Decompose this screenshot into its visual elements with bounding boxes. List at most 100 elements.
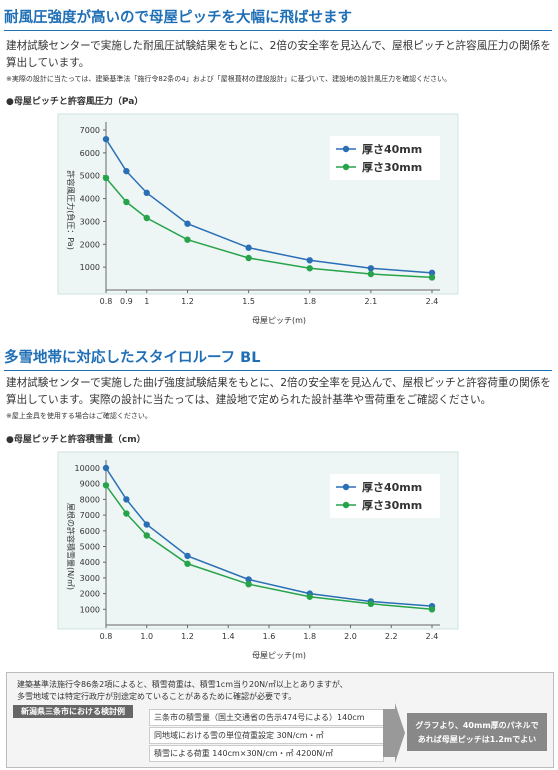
- point: [428, 269, 436, 277]
- x-tick-label: 2.4: [426, 632, 439, 641]
- intro: 多雪地域では特定行政庁が別途定めていることがあるために確認が必要です。: [17, 692, 297, 701]
- legend-box: [330, 136, 440, 180]
- point: [123, 496, 130, 503]
- point: [143, 214, 150, 222]
- point: [245, 244, 252, 251]
- row: 同地域における雪の単位荷重設定 30N/cm・㎡: [149, 727, 384, 744]
- series-line: [105, 177, 433, 279]
- point: [367, 265, 375, 272]
- legend-dot: [342, 501, 350, 509]
- point: [306, 265, 313, 272]
- x-axis-label: 母屋ピッチ(m): [252, 316, 306, 325]
- point: [306, 593, 313, 600]
- point: [123, 198, 130, 206]
- legend-dot: [342, 163, 350, 171]
- x-tick-label: 2.4: [426, 297, 439, 306]
- x-tick-label: 0.9: [120, 297, 133, 306]
- tag: 新潟県三条市における検討例: [13, 705, 133, 718]
- x-tick-label: 1.0: [140, 632, 153, 641]
- intro: 建築基準法施行令86条2項によると、積雪荷重は、積雪1cm当り20N/㎡以上とあ…: [17, 680, 348, 689]
- series-line: [105, 138, 433, 274]
- y-tick-label: 2000: [80, 590, 100, 599]
- y-tick-label: 5000: [80, 172, 100, 181]
- point: [367, 270, 375, 278]
- heading: 多雪地帯に対応したスタイロルーフ BL: [4, 346, 552, 371]
- y-tick-label: 3000: [80, 574, 100, 583]
- chart-title: ●母屋ピッチと許容風圧力（Pa）: [6, 97, 144, 107]
- x-tick-label: 1.5: [242, 297, 255, 306]
- y-tick-label: 2000: [80, 240, 100, 249]
- chart: 1000 2000 3000 4000 5000 6000 7000 0.8 0.9 1 1.2 1.…: [57, 113, 459, 325]
- result: グラフより、40mm厚のパネルで あれば母屋ピッチは1.2mでよい: [407, 713, 547, 751]
- series-line: [105, 484, 433, 611]
- y-tick-label: 6000: [80, 527, 100, 536]
- point: [102, 174, 110, 182]
- legend-box: [330, 474, 440, 518]
- example-box: 建築基準法施行令86条2項によると、積雪荷重は、積雪1cm当り20N/㎡以上とあ…: [6, 672, 554, 768]
- y-axis-label: 屋根の許容積雪量(N/㎡): [66, 503, 76, 590]
- y-tick-label: 7000: [80, 511, 100, 520]
- point: [245, 254, 252, 262]
- x-tick-label: 1.4: [222, 632, 235, 641]
- point: [367, 600, 375, 608]
- body-text: 建材試験センターで実施した耐風圧試験結果をもとに、2倍の安全率を見込んで、屋根ピ…: [6, 40, 551, 69]
- point: [123, 510, 130, 517]
- x-tick-label: 0.8: [100, 632, 113, 641]
- point: [184, 236, 191, 243]
- y-tick-label: 9000: [80, 480, 100, 489]
- point: [123, 167, 130, 175]
- y-tick-label: 1000: [80, 263, 100, 272]
- x-tick-label: 1.2: [181, 297, 194, 306]
- point: [143, 532, 150, 539]
- legend-label: 厚さ40mm: [362, 481, 422, 494]
- x-tick-label: 2.0: [344, 632, 357, 641]
- point: [184, 552, 191, 560]
- point: [102, 482, 110, 489]
- series-line: [105, 467, 433, 607]
- x-tick-label: 1: [144, 297, 149, 306]
- legend-label: 厚さ30mm: [362, 161, 422, 174]
- result-line: グラフより、40mm厚のパネルで: [415, 721, 539, 730]
- legend-label: 厚さ30mm: [362, 499, 422, 512]
- chart-title: ●母屋ピッチと許容積雪量（cm）: [6, 435, 146, 445]
- x-tick-label: 2.2: [385, 632, 398, 641]
- point: [245, 576, 252, 583]
- row: 三条市の積雪量（国土交通省の告示474号による）140cm: [149, 709, 384, 726]
- body-text: 建材試験センターで実施した曲げ強度試験結果をもとに、2倍の安全率を見込んで、屋根…: [6, 377, 551, 406]
- y-tick-label: 4000: [80, 558, 100, 567]
- x-tick-label: 0.8: [100, 297, 113, 306]
- point: [245, 580, 252, 588]
- y-tick-label: 1000: [80, 605, 100, 614]
- x-tick-label: 2.1: [365, 297, 378, 306]
- heading: 耐風圧強度が高いので母屋ピッチを大幅に飛ばせます: [4, 6, 552, 31]
- x-tick-label: 1.2: [181, 632, 194, 641]
- legend-dot: [342, 145, 350, 153]
- y-axis-label: 許容風圧力(負圧：Pa): [66, 170, 76, 250]
- y-tick-label: 10000: [75, 464, 100, 473]
- note: ※実際の設計に当たっては、建築基準法「施行令82条の4」および「屋根葺材の建設設…: [6, 75, 452, 83]
- chart: 1000 2000 3000 4000 5000 6000 7000 8000 9000 1000…: [57, 451, 459, 660]
- point: [102, 135, 110, 143]
- y-tick-label: 8000: [80, 495, 100, 504]
- point: [428, 274, 436, 281]
- y-tick-label: 5000: [80, 543, 100, 552]
- y-tick-label: 3000: [80, 217, 100, 226]
- legend-label: 厚さ40mm: [362, 143, 422, 156]
- point: [143, 521, 150, 528]
- x-tick-label: 1.6: [263, 632, 276, 641]
- arrow: [383, 703, 405, 763]
- point: [428, 606, 436, 613]
- result-line: あれば母屋ピッチは1.2mでよい: [417, 735, 537, 744]
- x-tick-label: 1.8: [303, 632, 316, 641]
- note: ※屋上金具を使用する場合はご確認ください。: [6, 412, 152, 420]
- x-tick-label: 1.8: [303, 297, 316, 306]
- y-tick-label: 7000: [80, 126, 100, 135]
- point: [306, 257, 313, 264]
- y-tick-label: 6000: [80, 149, 100, 158]
- y-tick-label: 4000: [80, 195, 100, 204]
- point: [184, 220, 191, 227]
- point: [143, 189, 150, 197]
- x-axis-label: 母屋ピッチ(m): [252, 651, 306, 660]
- point: [184, 560, 191, 567]
